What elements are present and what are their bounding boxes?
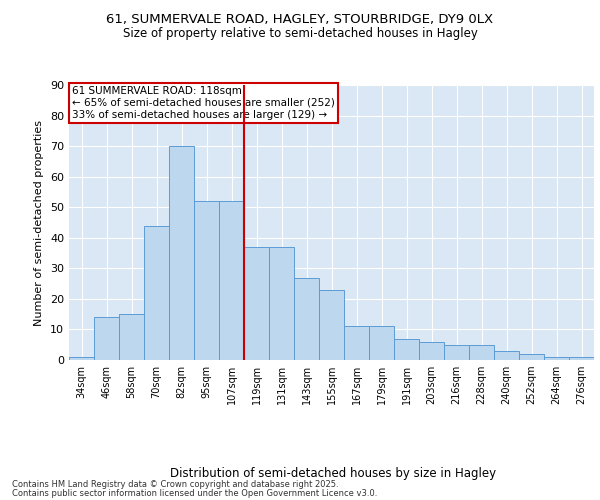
- Bar: [494, 351, 519, 360]
- Bar: [269, 247, 294, 360]
- Bar: [394, 338, 419, 360]
- Text: 61 SUMMERVALE ROAD: 118sqm
← 65% of semi-detached houses are smaller (252)
33% o: 61 SUMMERVALE ROAD: 118sqm ← 65% of semi…: [71, 86, 335, 120]
- Text: Size of property relative to semi-detached houses in Hagley: Size of property relative to semi-detach…: [122, 28, 478, 40]
- Bar: [119, 314, 144, 360]
- Y-axis label: Number of semi-detached properties: Number of semi-detached properties: [34, 120, 44, 326]
- Bar: [369, 326, 394, 360]
- Bar: [194, 201, 219, 360]
- Bar: [94, 317, 119, 360]
- Bar: [69, 357, 94, 360]
- Bar: [169, 146, 194, 360]
- Bar: [544, 357, 569, 360]
- Bar: [344, 326, 369, 360]
- Text: Distribution of semi-detached houses by size in Hagley: Distribution of semi-detached houses by …: [170, 468, 496, 480]
- Bar: [469, 344, 494, 360]
- Text: Contains HM Land Registry data © Crown copyright and database right 2025.: Contains HM Land Registry data © Crown c…: [12, 480, 338, 489]
- Bar: [244, 247, 269, 360]
- Bar: [294, 278, 319, 360]
- Bar: [519, 354, 544, 360]
- Bar: [419, 342, 444, 360]
- Bar: [569, 357, 594, 360]
- Text: 61, SUMMERVALE ROAD, HAGLEY, STOURBRIDGE, DY9 0LX: 61, SUMMERVALE ROAD, HAGLEY, STOURBRIDGE…: [106, 12, 494, 26]
- Bar: [144, 226, 169, 360]
- Bar: [444, 344, 469, 360]
- Bar: [319, 290, 344, 360]
- Text: Contains public sector information licensed under the Open Government Licence v3: Contains public sector information licen…: [12, 488, 377, 498]
- Bar: [219, 201, 244, 360]
